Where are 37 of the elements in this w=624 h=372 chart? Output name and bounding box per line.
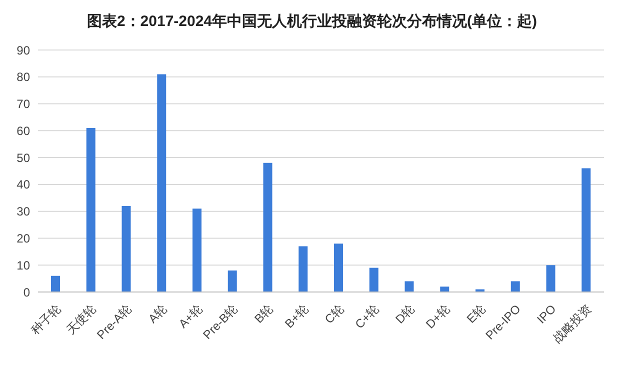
y-tick-label: 10 <box>16 258 30 272</box>
x-tick-label: A轮 <box>146 302 170 326</box>
y-tick-label: 70 <box>16 97 30 112</box>
y-tick-label: 20 <box>16 231 30 246</box>
bar <box>404 281 414 292</box>
bar <box>228 270 237 292</box>
x-tick-label: IPO <box>534 302 559 326</box>
x-tick-label: A+轮 <box>176 302 205 331</box>
bar <box>546 265 556 292</box>
y-tick-label: 50 <box>16 150 30 165</box>
bar <box>369 268 378 292</box>
x-tick-label: C+轮 <box>352 302 382 332</box>
bar <box>440 286 450 292</box>
y-tick-label: 60 <box>16 124 30 138</box>
bar <box>122 206 131 292</box>
x-tick-label: E轮 <box>464 302 488 326</box>
x-tick-label: D轮 <box>392 302 418 326</box>
bar <box>51 276 60 292</box>
y-tick-label: 0 <box>23 285 30 300</box>
y-tick-label: 90 <box>16 43 30 58</box>
bar <box>298 246 308 292</box>
x-tick-label: 种子轮 <box>28 302 64 338</box>
bar <box>157 74 166 292</box>
bar <box>510 281 520 292</box>
y-tick-label: 30 <box>16 204 30 219</box>
x-tick-label: C轮 <box>322 302 346 326</box>
bar <box>334 244 343 292</box>
x-tick-label: B+轮 <box>282 302 312 331</box>
bar <box>582 168 591 292</box>
x-tick-label: D+轮 <box>423 302 453 332</box>
bar <box>263 162 272 292</box>
x-tick-label: B轮 <box>252 302 276 326</box>
bar <box>192 208 202 292</box>
y-tick-label: 80 <box>16 70 30 84</box>
y-tick-label: 40 <box>16 178 30 192</box>
chart-title: 图表2：2017-2024年中国无人机行业投融资轮次分布情况(单位：起) <box>86 12 538 32</box>
bar <box>86 128 96 292</box>
